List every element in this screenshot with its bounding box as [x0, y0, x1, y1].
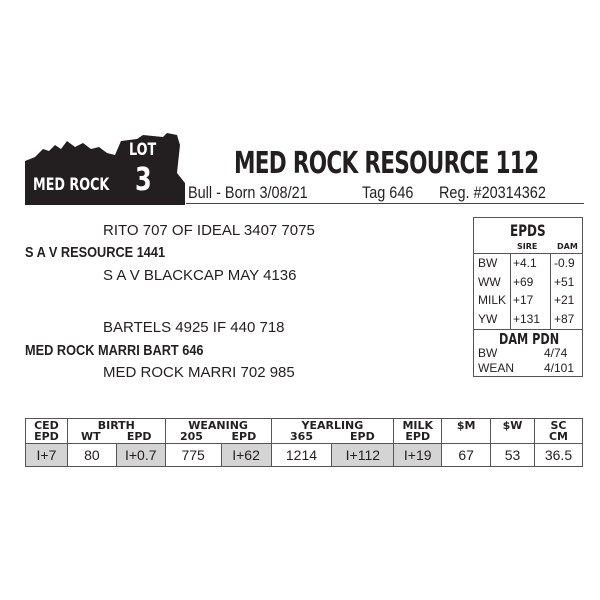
perf-value: 67: [441, 443, 492, 467]
header-rule: [186, 203, 584, 204]
group-label: $W: [502, 419, 523, 432]
epd-sire: +69: [513, 274, 534, 289]
perf-value: 80: [66, 443, 117, 467]
perf-header: SC CM: [533, 418, 584, 444]
perf-value: 775: [164, 443, 222, 467]
registration: Reg. #20314362: [439, 183, 546, 202]
pdn-value: 4/74: [544, 346, 568, 360]
epd-dam: +87: [554, 311, 575, 326]
sub-label: WT: [81, 430, 101, 443]
epd-trait: WW: [478, 274, 501, 289]
epd-dam: -0.9: [554, 256, 575, 270]
group-label: YEARLING: [301, 419, 364, 432]
perf-value: I+19: [393, 443, 443, 467]
perf-header: CED EPD: [25, 418, 68, 444]
pdn-label: WEAN: [478, 361, 514, 375]
pdn-label: BW: [478, 346, 498, 360]
perf-value: 1214: [270, 443, 333, 467]
perf-value: I+0.7: [115, 443, 166, 467]
logo-brand: MED ROCK: [33, 175, 110, 195]
epd-sire: +4.1: [513, 256, 537, 270]
sex-born: Bull - Born 3/08/21: [188, 183, 308, 202]
epds-title: EPDS: [510, 221, 546, 240]
epd-dam: +21: [554, 293, 575, 307]
sire-col: SIRE: [517, 242, 538, 251]
perf-header: $M: [441, 418, 492, 444]
dam-sire: BARTELS 4925 IF 440 718: [103, 319, 285, 336]
lot-label: LOT: [129, 140, 157, 160]
epd-trait: YW: [478, 311, 498, 326]
lot-number: 3: [135, 160, 152, 198]
sub-label: EPD: [126, 430, 152, 443]
sub-label: EPD: [231, 430, 257, 443]
group-label: SC CM: [548, 419, 568, 443]
group-label: CED EPD: [34, 419, 59, 443]
sire-sire: RITO 707 OF IDEAL 3407 7075: [103, 222, 315, 239]
group-label: MILK EPD: [402, 419, 434, 443]
group-label: $M: [456, 419, 476, 432]
perf-header: MILK EPD: [393, 418, 443, 444]
perf-value: I+7: [25, 443, 68, 467]
sub-label: 205: [179, 430, 203, 443]
perf-value: 53: [490, 443, 535, 467]
dam: MED ROCK MARRI BART 646: [25, 342, 204, 359]
epd-dam: +51: [554, 274, 575, 289]
med-rock-logo: [25, 133, 185, 205]
epd-sire: +131: [513, 311, 541, 326]
sire: S A V RESOURCE 1441: [25, 244, 166, 261]
tag: Tag 646: [362, 183, 414, 202]
perf-value: 36.5: [533, 443, 584, 467]
perf-header: WEANING 205 EPD: [164, 418, 272, 444]
epd-sire: +17: [513, 293, 534, 307]
perf-value: I+112: [331, 443, 395, 467]
sire-dam: S A V BLACKCAP MAY 4136: [103, 267, 297, 284]
epd-trait: BW: [478, 256, 498, 270]
dam-pdn-title: DAM PDN: [499, 330, 560, 348]
sub-label: 365: [290, 430, 313, 443]
dam-col: DAM: [557, 242, 578, 251]
perf-header: BIRTH WT EPD: [66, 418, 166, 444]
epd-trait: MILK: [478, 293, 507, 307]
perf-header: $W: [490, 418, 535, 444]
perf-value: I+62: [220, 443, 272, 467]
animal-name: MED ROCK RESOURCE 112: [234, 146, 539, 181]
group-label: BIRTH: [97, 419, 135, 432]
group-label: WEANING: [188, 419, 248, 432]
dam-dam: MED ROCK MARRI 702 985: [103, 364, 295, 381]
perf-header: YEARLING 365 EPD: [270, 418, 395, 444]
performance-table: CED EPD BIRTH WT EPD WEANING 205 EPD YEARLING 36…: [25, 418, 584, 467]
sub-label: EPD: [350, 430, 375, 443]
epd-box: EPDS SIRE DAM BW +4.1 -0.9 WW +69 +51 MILK +17 +…: [473, 217, 583, 377]
pdn-value: 4/101: [544, 361, 575, 375]
